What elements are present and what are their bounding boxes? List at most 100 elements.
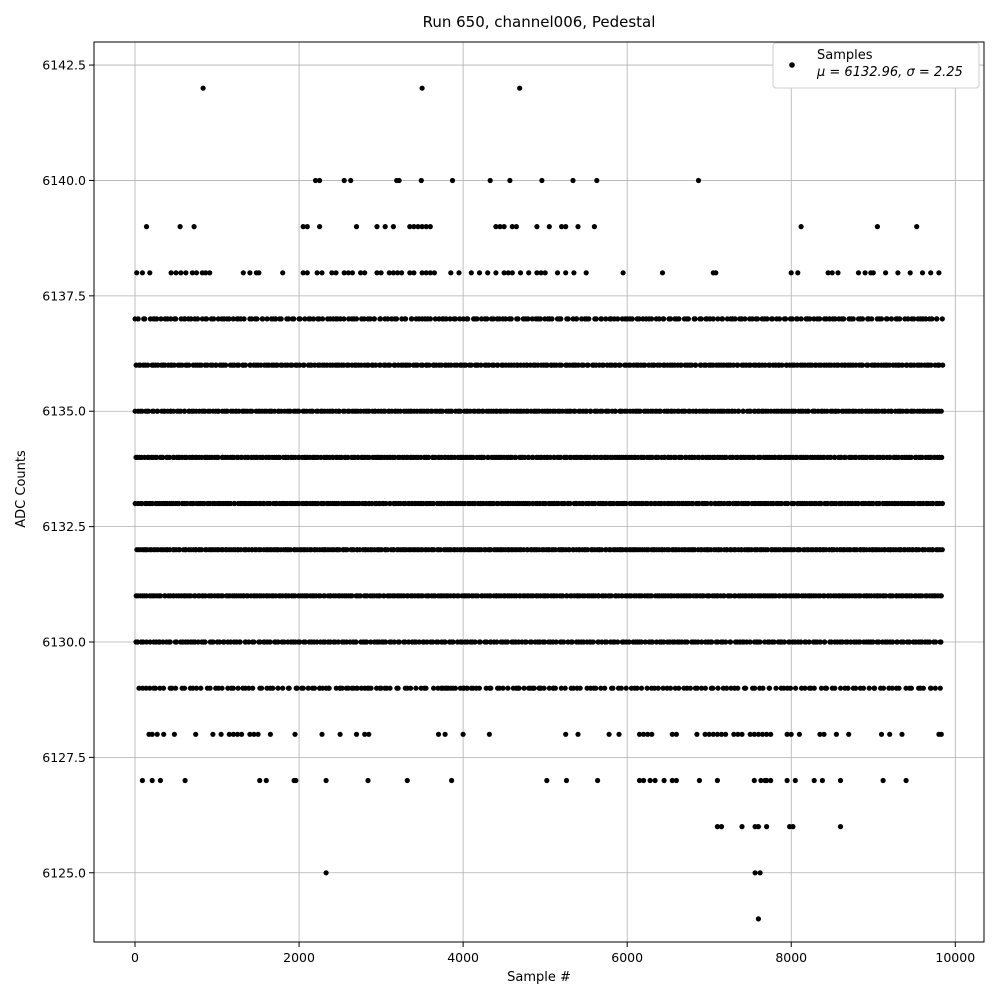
- data-point: [869, 316, 875, 322]
- data-point: [501, 224, 507, 230]
- data-point: [448, 685, 454, 691]
- data-point: [577, 685, 583, 691]
- data-point: [937, 685, 943, 691]
- data-point: [778, 500, 785, 507]
- data-point: [419, 224, 425, 230]
- data-point: [157, 777, 163, 784]
- data-point: [494, 639, 500, 645]
- data-point: [731, 731, 737, 737]
- data-point: [811, 685, 817, 691]
- data-point: [794, 316, 800, 322]
- data-point: [563, 731, 569, 737]
- data-point: [692, 316, 698, 322]
- data-point: [708, 500, 714, 507]
- data-point: [260, 316, 266, 322]
- data-point: [321, 593, 328, 599]
- data-point: [502, 316, 509, 322]
- data-point: [409, 316, 415, 322]
- data-point: [603, 639, 610, 645]
- data-point: [781, 639, 788, 645]
- legend-box: [772, 42, 980, 89]
- data-point: [766, 685, 773, 691]
- data-point: [546, 224, 552, 230]
- data-point: [435, 639, 441, 645]
- data-point: [188, 316, 194, 322]
- data-point: [396, 639, 402, 645]
- data-point: [408, 685, 414, 691]
- data-point: [907, 270, 913, 276]
- data-point: [387, 362, 393, 368]
- data-point: [497, 224, 503, 230]
- data-point: [751, 731, 757, 737]
- data-point: [183, 270, 189, 276]
- data-point: [426, 362, 432, 368]
- data-point: [413, 685, 419, 691]
- data-point: [899, 731, 905, 737]
- data-point: [296, 408, 302, 414]
- data-point: [755, 316, 761, 322]
- data-point: [230, 316, 236, 322]
- data-point: [513, 224, 520, 230]
- data-point: [285, 316, 291, 322]
- data-point: [395, 685, 401, 691]
- data-point: [638, 639, 645, 645]
- data-point: [821, 593, 827, 599]
- data-point: [798, 316, 804, 322]
- data-point: [182, 777, 188, 784]
- data-point: [837, 824, 844, 830]
- data-point: [698, 685, 705, 691]
- x-tick-label: 0: [131, 950, 139, 965]
- data-point: [357, 593, 363, 599]
- data-point: [134, 270, 140, 276]
- data-point: [341, 177, 347, 184]
- data-point: [173, 639, 180, 645]
- data-point: [698, 316, 704, 322]
- data-point: [304, 270, 310, 276]
- data-point: [932, 685, 938, 691]
- data-point: [890, 639, 896, 645]
- data-point: [387, 685, 393, 691]
- data-point: [367, 316, 373, 322]
- data-point: [475, 593, 481, 599]
- data-point: [710, 316, 716, 322]
- data-point: [374, 270, 380, 276]
- data-point: [718, 731, 725, 737]
- data-point: [135, 316, 141, 322]
- data-point: [493, 270, 499, 276]
- data-point: [768, 777, 774, 784]
- data-point: [710, 685, 716, 691]
- data-point: [468, 362, 474, 368]
- data-point: [362, 685, 368, 691]
- data-point: [168, 270, 174, 276]
- data-point: [687, 685, 694, 691]
- data-point: [784, 731, 790, 737]
- data-point: [747, 639, 753, 645]
- data-point: [704, 500, 710, 507]
- data-point: [817, 731, 823, 737]
- data-point: [193, 731, 199, 737]
- data-point: [788, 270, 794, 276]
- data-point: [732, 316, 738, 322]
- data-point: [735, 731, 741, 737]
- data-point: [415, 224, 421, 230]
- data-point: [883, 270, 889, 276]
- data-point: [546, 685, 552, 691]
- data-point: [411, 224, 417, 230]
- data-point: [219, 593, 226, 599]
- data-point: [928, 270, 934, 276]
- data-point: [939, 454, 945, 460]
- data-point: [837, 777, 844, 784]
- data-point: [505, 270, 511, 276]
- data-point: [638, 685, 645, 691]
- data-point: [906, 639, 913, 645]
- data-point: [739, 731, 745, 737]
- data-point: [586, 316, 592, 322]
- data-point: [661, 777, 667, 784]
- data-point: [452, 685, 458, 691]
- data-point: [353, 224, 360, 230]
- data-point: [559, 224, 565, 230]
- data-point: [651, 685, 658, 691]
- data-point: [923, 316, 929, 322]
- data-point: [736, 408, 742, 414]
- data-point: [764, 731, 770, 737]
